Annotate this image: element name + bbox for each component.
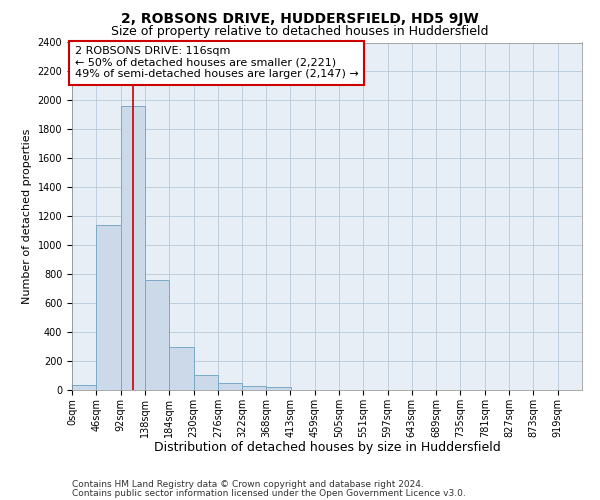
Text: Contains public sector information licensed under the Open Government Licence v3: Contains public sector information licen… [72, 489, 466, 498]
Bar [145, 280, 169, 390]
Bar [266, 387, 291, 390]
Bar [121, 106, 145, 390]
Text: 2, ROBSONS DRIVE, HUDDERSFIELD, HD5 9JW: 2, ROBSONS DRIVE, HUDDERSFIELD, HD5 9JW [121, 12, 479, 26]
Bar [169, 346, 194, 390]
Text: Size of property relative to detached houses in Huddersfield: Size of property relative to detached ho… [111, 25, 489, 38]
Y-axis label: Number of detached properties: Number of detached properties [22, 128, 32, 304]
Bar [194, 375, 218, 390]
Text: 2 ROBSONS DRIVE: 116sqm
← 50% of detached houses are smaller (2,221)
49% of semi: 2 ROBSONS DRIVE: 116sqm ← 50% of detache… [74, 46, 358, 80]
Bar [97, 225, 121, 390]
Text: Contains HM Land Registry data © Crown copyright and database right 2024.: Contains HM Land Registry data © Crown c… [72, 480, 424, 489]
Bar [218, 383, 242, 390]
Bar [72, 385, 97, 390]
Bar [242, 386, 266, 390]
X-axis label: Distribution of detached houses by size in Huddersfield: Distribution of detached houses by size … [154, 441, 500, 454]
